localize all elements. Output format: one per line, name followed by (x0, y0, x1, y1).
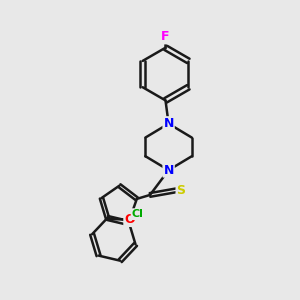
Text: O: O (124, 213, 135, 226)
Text: Cl: Cl (132, 209, 143, 219)
Text: N: N (164, 117, 174, 130)
Text: F: F (161, 30, 170, 44)
Text: S: S (176, 184, 185, 197)
Text: N: N (164, 164, 174, 177)
